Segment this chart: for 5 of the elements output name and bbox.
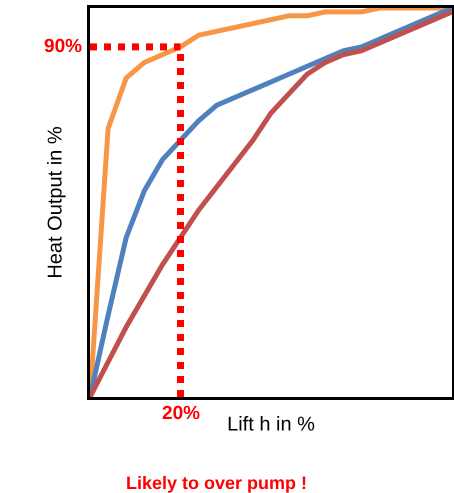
ref-line-label: 90%: [44, 36, 82, 57]
y-axis-title: Heat Output in %: [44, 126, 66, 279]
text: Likely to over pump !: [126, 473, 308, 493]
x-axis-title: Lift h in %: [227, 413, 316, 436]
text: 20%: [162, 403, 200, 424]
